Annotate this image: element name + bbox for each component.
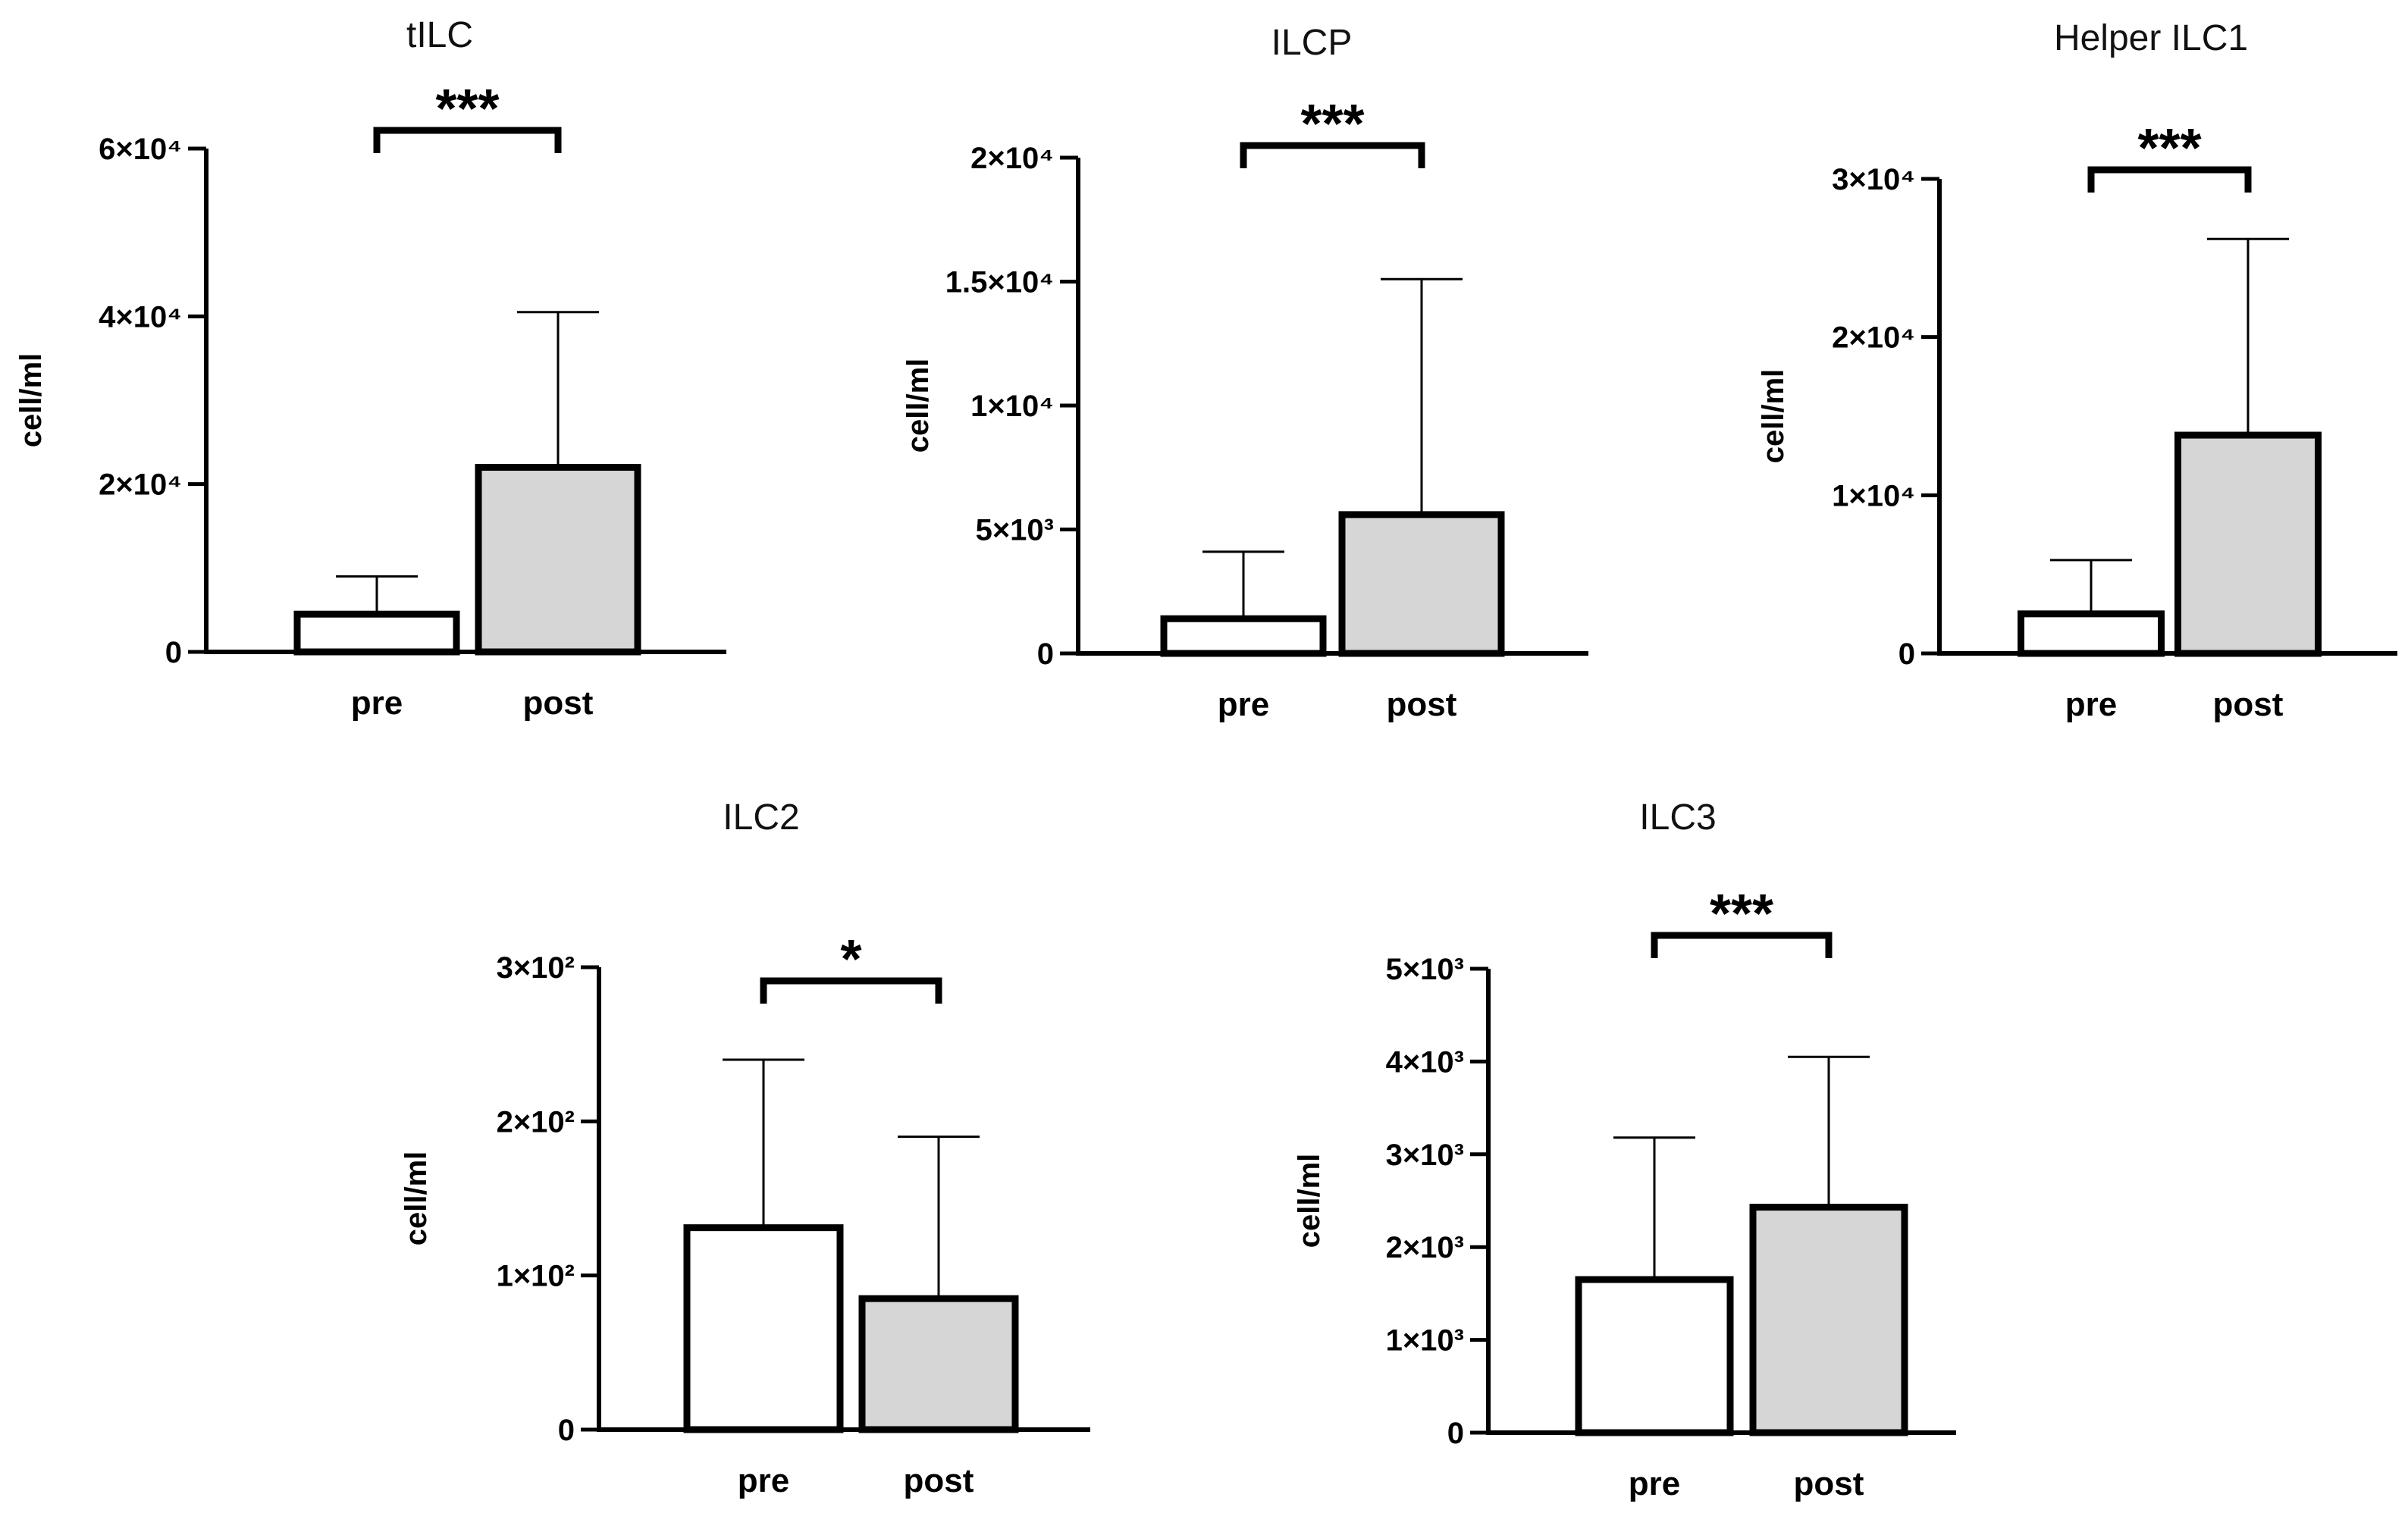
x-category-label: pre [1629, 1465, 1680, 1502]
significance-label: *** [2137, 118, 2201, 179]
y-tick-label: 1×10² [497, 1260, 575, 1293]
significance-label: *** [435, 79, 499, 139]
chart-title: ILC3 [1639, 797, 1716, 838]
significance-bracket [1651, 932, 1833, 958]
chart-title: Helper ILC1 [2054, 18, 2248, 58]
bar-pre [683, 1224, 844, 1433]
y-tick-label: 3×10⁴ [1832, 163, 1915, 196]
x-category-label: pre [2065, 686, 2117, 723]
y-axis-label: cell/ml [901, 359, 935, 453]
y-tick-label: 5×10³ [1386, 953, 1464, 986]
chart-panel-4: ILC2 cell/ml 0 1×10² 2×10² 3×10² pre post * [400, 797, 1090, 1499]
y-axis-label: cell/ml [400, 1151, 433, 1246]
bar-post [858, 1295, 1019, 1433]
bar-post [1749, 1204, 1908, 1436]
significance-label: *** [1710, 884, 1773, 944]
significance-bracket [2087, 166, 2252, 193]
bar-pre [2018, 610, 2165, 657]
y-tick-label: 2×10² [497, 1105, 575, 1139]
chart-panel-3: Helper ILC1 cell/ml 0 1×10⁴ 2×10⁴ 3×10⁴ pre pos… [1757, 18, 2397, 723]
y-tick-label: 0 [165, 636, 182, 669]
chart-panel-5: ILC3 cell/ml 0 1×10³ 2×10³ 3×10³ 4×10³ 5×10³ pre… [1293, 797, 1956, 1502]
y-tick-label: 1×10⁴ [1832, 479, 1915, 512]
x-category-label: post [1387, 686, 1457, 723]
y-tick-label: 4×10⁴ [99, 300, 182, 334]
y-tick-label: 1.5×10⁴ [945, 266, 1054, 299]
x-category-label: post [1794, 1465, 1864, 1502]
y-tick-label: 2×10⁴ [99, 468, 182, 502]
x-category-label: pre [351, 684, 403, 722]
chart-title: tILC [406, 15, 473, 55]
significance-bracket [1240, 142, 1425, 168]
y-tick-label: 3×10² [497, 951, 575, 985]
x-category-label: post [523, 684, 594, 722]
y-tick-label: 0 [558, 1414, 575, 1447]
bar-post [475, 464, 641, 656]
y-tick-label: 2×10⁴ [1832, 321, 1915, 355]
significance-label: * [840, 929, 861, 990]
significance-bracket [373, 127, 562, 153]
x-category-label: pre [738, 1462, 789, 1499]
y-tick-label: 5×10³ [976, 514, 1054, 547]
y-tick-label: 3×10³ [1386, 1139, 1464, 1172]
significance-label: *** [1300, 94, 1364, 155]
x-category-label: post [2213, 686, 2284, 723]
chart-panel-1: tILC cell/ml 0 2×10⁴ 4×10⁴ 6×10⁴ pre post *** [14, 15, 726, 722]
x-category-label: post [904, 1462, 974, 1499]
y-tick-label: 6×10⁴ [99, 133, 182, 166]
y-axis-label: cell/ml [14, 353, 48, 448]
bar-pre [1575, 1276, 1734, 1436]
bar-post [1338, 511, 1505, 657]
significance-bracket [760, 977, 942, 1004]
y-tick-label: 0 [1898, 637, 1915, 671]
bar-pre [293, 610, 460, 656]
y-tick-label: 1×10³ [1386, 1324, 1464, 1358]
y-tick-label: 0 [1037, 637, 1054, 671]
y-tick-label: 2×10⁴ [970, 142, 1054, 175]
bar-post [2174, 431, 2322, 657]
chart-title: ILCP [1271, 23, 1353, 63]
chart-title: ILC2 [723, 797, 799, 838]
y-tick-label: 2×10³ [1386, 1231, 1464, 1264]
y-axis-label: cell/ml [1757, 369, 1790, 464]
y-tick-label: 4×10³ [1386, 1045, 1464, 1079]
y-tick-label: 0 [1447, 1417, 1464, 1450]
y-tick-label: 1×10⁴ [970, 390, 1054, 423]
chart-panel-2: ILCP cell/ml 0 5×10³ 1×10⁴ 1.5×10⁴ 2×10⁴ pre pos… [901, 23, 1588, 723]
x-category-label: pre [1218, 686, 1269, 723]
y-axis-label: cell/ml [1293, 1154, 1326, 1248]
bar-pre [1160, 615, 1327, 657]
